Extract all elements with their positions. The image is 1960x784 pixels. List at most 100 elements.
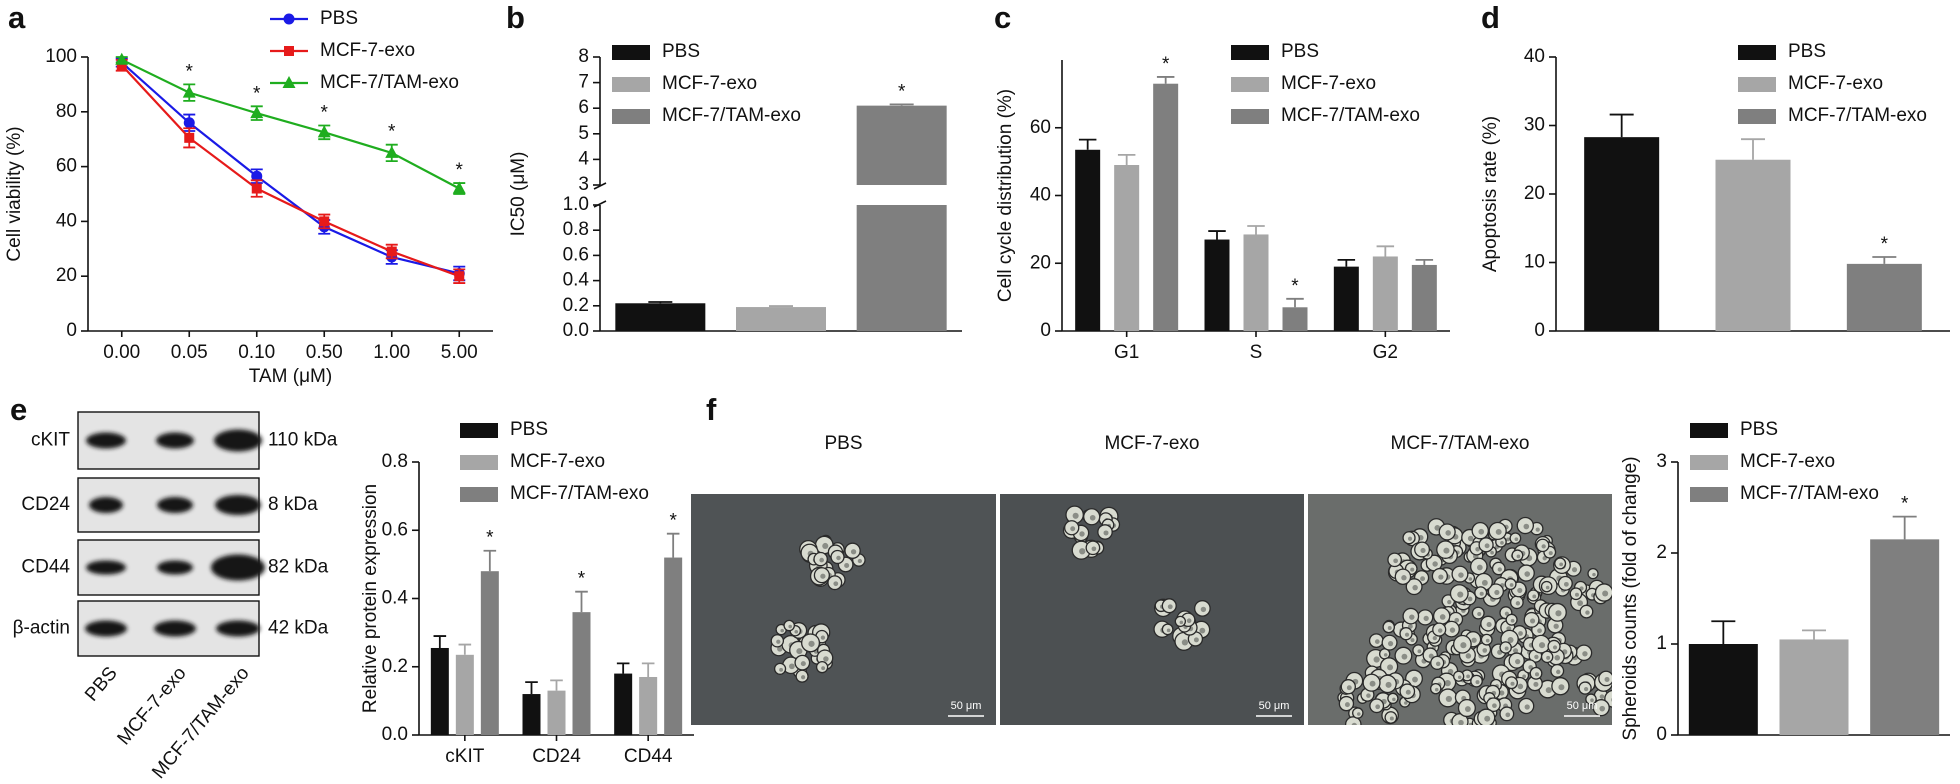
cell-nucleus bbox=[1552, 645, 1558, 650]
cell-nucleus bbox=[1383, 653, 1388, 657]
cell-nucleus bbox=[1524, 704, 1530, 710]
significance: * bbox=[898, 81, 906, 102]
blot-band bbox=[89, 497, 123, 513]
y-tick-label: 0 bbox=[66, 320, 77, 341]
micrograph-background bbox=[1000, 494, 1304, 725]
cell-nucleus bbox=[1475, 547, 1480, 552]
cell-nucleus bbox=[1548, 551, 1553, 556]
error-bar bbox=[1872, 256, 1897, 264]
cell-nucleus bbox=[1079, 531, 1085, 537]
bar bbox=[572, 612, 591, 735]
cell-nucleus bbox=[801, 675, 806, 680]
significance: * bbox=[1291, 276, 1299, 297]
cell-nucleus bbox=[1070, 526, 1076, 532]
bar bbox=[1243, 234, 1269, 331]
cell-nucleus bbox=[1389, 716, 1394, 721]
cell-nucleus bbox=[1510, 681, 1515, 686]
x-tick-label: 0.05 bbox=[171, 342, 208, 363]
legend-swatch bbox=[460, 423, 498, 438]
scale-bar-label: 50 μm bbox=[951, 700, 982, 712]
marker bbox=[452, 181, 466, 194]
y-tick-label: 0.2 bbox=[563, 295, 589, 316]
cell-nucleus bbox=[1602, 590, 1609, 597]
axis-break bbox=[593, 182, 607, 208]
y-tick-label: 0.6 bbox=[563, 244, 589, 265]
cell-nucleus bbox=[1545, 585, 1550, 590]
cell-nucleus bbox=[1091, 546, 1097, 552]
cell-nucleus bbox=[1374, 639, 1380, 644]
cell-nucleus bbox=[1393, 558, 1398, 564]
y-tick-label: 40 bbox=[56, 210, 77, 231]
cell-nucleus bbox=[1357, 712, 1361, 716]
cell-nucleus bbox=[1387, 641, 1394, 647]
cell-nucleus bbox=[1530, 618, 1536, 624]
cell bbox=[1344, 716, 1362, 725]
y-tick-label: 10 bbox=[1524, 252, 1545, 273]
legend-swatch bbox=[612, 45, 650, 60]
cell-nucleus bbox=[1405, 689, 1411, 695]
cell-nucleus bbox=[808, 640, 815, 647]
x-tick-label: G1 bbox=[1114, 342, 1139, 363]
cell-nucleus bbox=[1435, 661, 1441, 667]
cell-nucleus bbox=[1504, 611, 1509, 616]
cell-nucleus bbox=[1385, 681, 1392, 688]
cell-nucleus bbox=[1179, 620, 1184, 625]
cell-nucleus bbox=[1555, 610, 1562, 617]
cell-nucleus bbox=[789, 663, 795, 670]
cell-nucleus bbox=[1599, 694, 1605, 699]
error-bar bbox=[525, 681, 538, 695]
blot-band bbox=[85, 620, 127, 637]
cell-nucleus bbox=[1585, 610, 1590, 615]
error-bar bbox=[1117, 153, 1136, 166]
significance: * bbox=[1901, 494, 1909, 515]
cell-nucleus bbox=[1534, 672, 1540, 677]
legend-swatch bbox=[612, 77, 650, 92]
cell-nucleus bbox=[1466, 674, 1470, 679]
x-tick-label: G2 bbox=[1373, 342, 1398, 363]
cell-nucleus bbox=[1457, 591, 1464, 598]
cell-nucleus bbox=[1420, 576, 1426, 582]
y-tick-label: 7 bbox=[578, 72, 589, 93]
bar bbox=[1075, 149, 1101, 331]
y-tick-label: 40 bbox=[1030, 185, 1051, 206]
error-bar bbox=[1415, 258, 1434, 265]
bar bbox=[1333, 266, 1359, 331]
micrograph-title: PBS bbox=[824, 433, 862, 454]
y-tick-label: 0.8 bbox=[563, 219, 589, 240]
y-tick-label: 5 bbox=[578, 123, 589, 144]
cell-nucleus bbox=[1401, 575, 1407, 581]
cell-nucleus bbox=[1423, 615, 1429, 622]
cell-nucleus bbox=[788, 624, 793, 629]
cell-nucleus bbox=[1490, 550, 1494, 555]
lane-label: PBS bbox=[81, 663, 122, 706]
cell-nucleus bbox=[1599, 705, 1606, 712]
cell-nucleus bbox=[1484, 543, 1490, 549]
error-bar bbox=[1156, 76, 1175, 84]
error-bar bbox=[769, 305, 793, 308]
cell-nucleus bbox=[1537, 628, 1542, 634]
protein-label: CD44 bbox=[21, 557, 70, 578]
cell-nucleus bbox=[1444, 680, 1451, 687]
micrograph bbox=[1308, 494, 1612, 725]
legend-marker bbox=[284, 46, 294, 56]
legend-label: MCF-7/TAM-exo bbox=[1281, 105, 1420, 126]
cell-nucleus bbox=[1592, 572, 1596, 577]
cell-nucleus bbox=[1072, 512, 1079, 519]
legend-swatch bbox=[1231, 45, 1269, 60]
error-bar bbox=[666, 532, 680, 558]
y-tick-label: 0.4 bbox=[382, 588, 409, 609]
cell-nucleus bbox=[1432, 635, 1437, 641]
cell-nucleus bbox=[823, 656, 829, 662]
marker bbox=[182, 85, 196, 98]
marker bbox=[183, 117, 195, 129]
cell-nucleus bbox=[1409, 614, 1415, 620]
legend-swatch bbox=[1690, 423, 1728, 438]
cell-nucleus bbox=[1193, 637, 1199, 643]
cell-nucleus bbox=[1481, 579, 1488, 586]
cell-nucleus bbox=[776, 639, 781, 644]
cell-nucleus bbox=[1434, 687, 1439, 692]
cell-nucleus bbox=[1437, 628, 1443, 633]
y-tick-label: 8 bbox=[578, 46, 589, 67]
cell-nucleus bbox=[1507, 637, 1514, 644]
legend-swatch bbox=[1231, 109, 1269, 124]
